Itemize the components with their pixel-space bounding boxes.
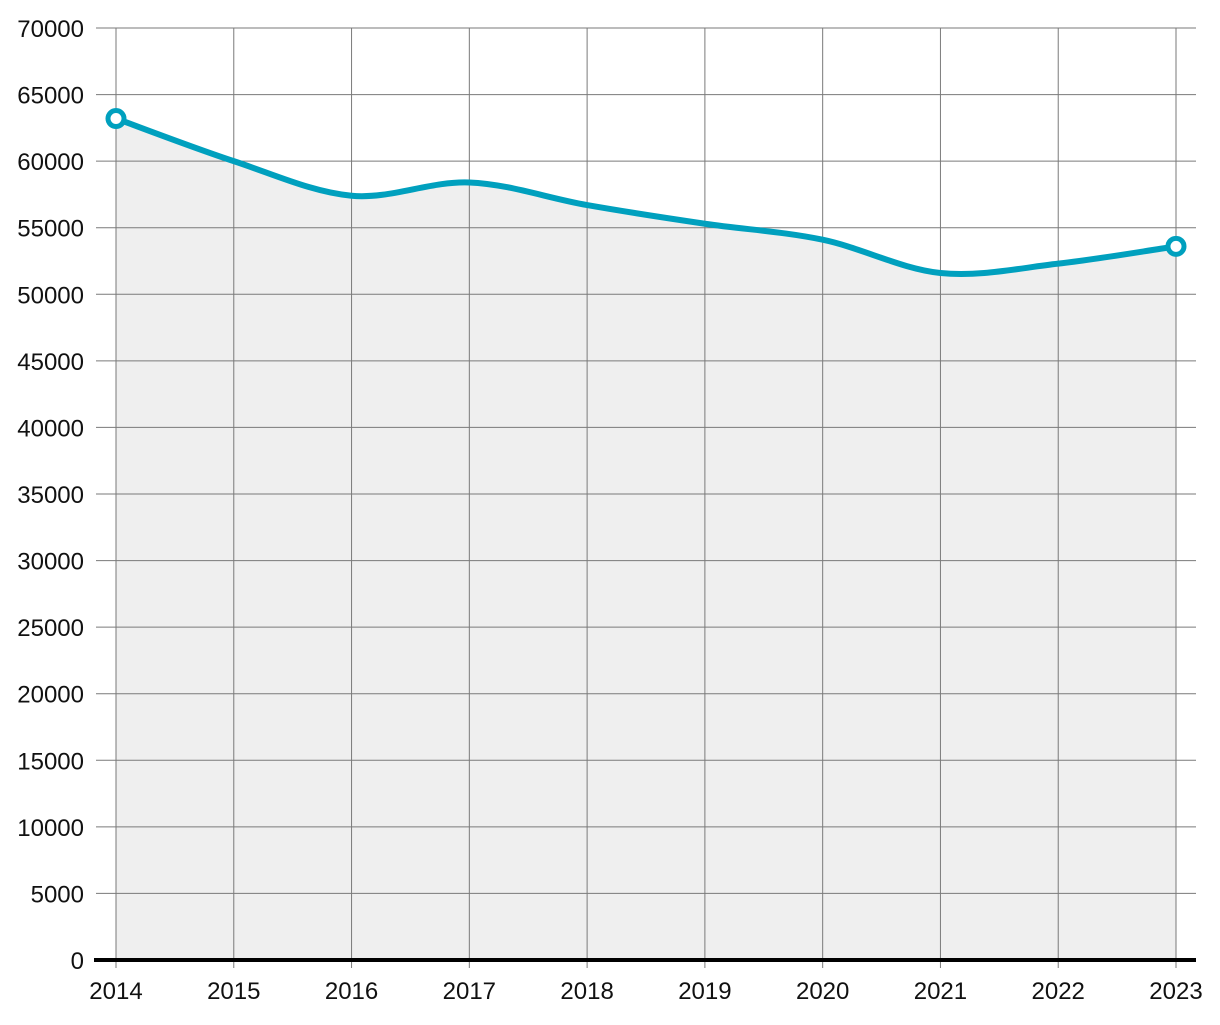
axis-layer: 0 5000 10000 15000 20000 25000 30000 35000 40000…	[17, 16, 1202, 1005]
x-tick-label: 2017	[443, 978, 496, 1005]
y-tick-label: 30000	[17, 549, 84, 576]
area-fill-layer	[116, 118, 1176, 961]
y-tick-label: 40000	[17, 415, 84, 442]
x-tick-label: 2019	[678, 978, 731, 1005]
y-tick-label: 0	[71, 948, 84, 975]
marker-layer	[105, 108, 1187, 257]
y-tick-label: 10000	[17, 815, 84, 842]
x-tick-label: 2023	[1149, 978, 1202, 1005]
y-tick-label: 35000	[17, 482, 84, 509]
y-tick-label: 25000	[17, 615, 84, 642]
endpoint-marker	[105, 108, 127, 130]
x-tick-label: 2021	[914, 978, 967, 1005]
grid-layer	[96, 27, 1196, 968]
y-tick-label: 5000	[31, 881, 84, 908]
x-tick-label: 2014	[89, 978, 142, 1005]
x-tick-label: 2020	[796, 978, 849, 1005]
y-tick-label: 70000	[17, 16, 84, 43]
y-tick-label: 65000	[17, 83, 84, 110]
y-tick-label: 60000	[17, 149, 84, 176]
series-line	[113, 115, 1179, 277]
y-tick-label: 20000	[17, 682, 84, 709]
area-fill	[116, 118, 1176, 961]
x-tick-label: 2018	[560, 978, 613, 1005]
x-tick-label: 2015	[207, 978, 260, 1005]
x-tick-label: 2022	[1032, 978, 1085, 1005]
y-tick-label: 45000	[17, 349, 84, 376]
y-tick-label: 55000	[17, 216, 84, 243]
y-tick-label: 50000	[17, 282, 84, 309]
endpoint-marker	[1165, 235, 1187, 257]
series-line-layer	[113, 115, 1179, 277]
y-tick-label: 15000	[17, 748, 84, 775]
x-tick-label: 2016	[325, 978, 378, 1005]
